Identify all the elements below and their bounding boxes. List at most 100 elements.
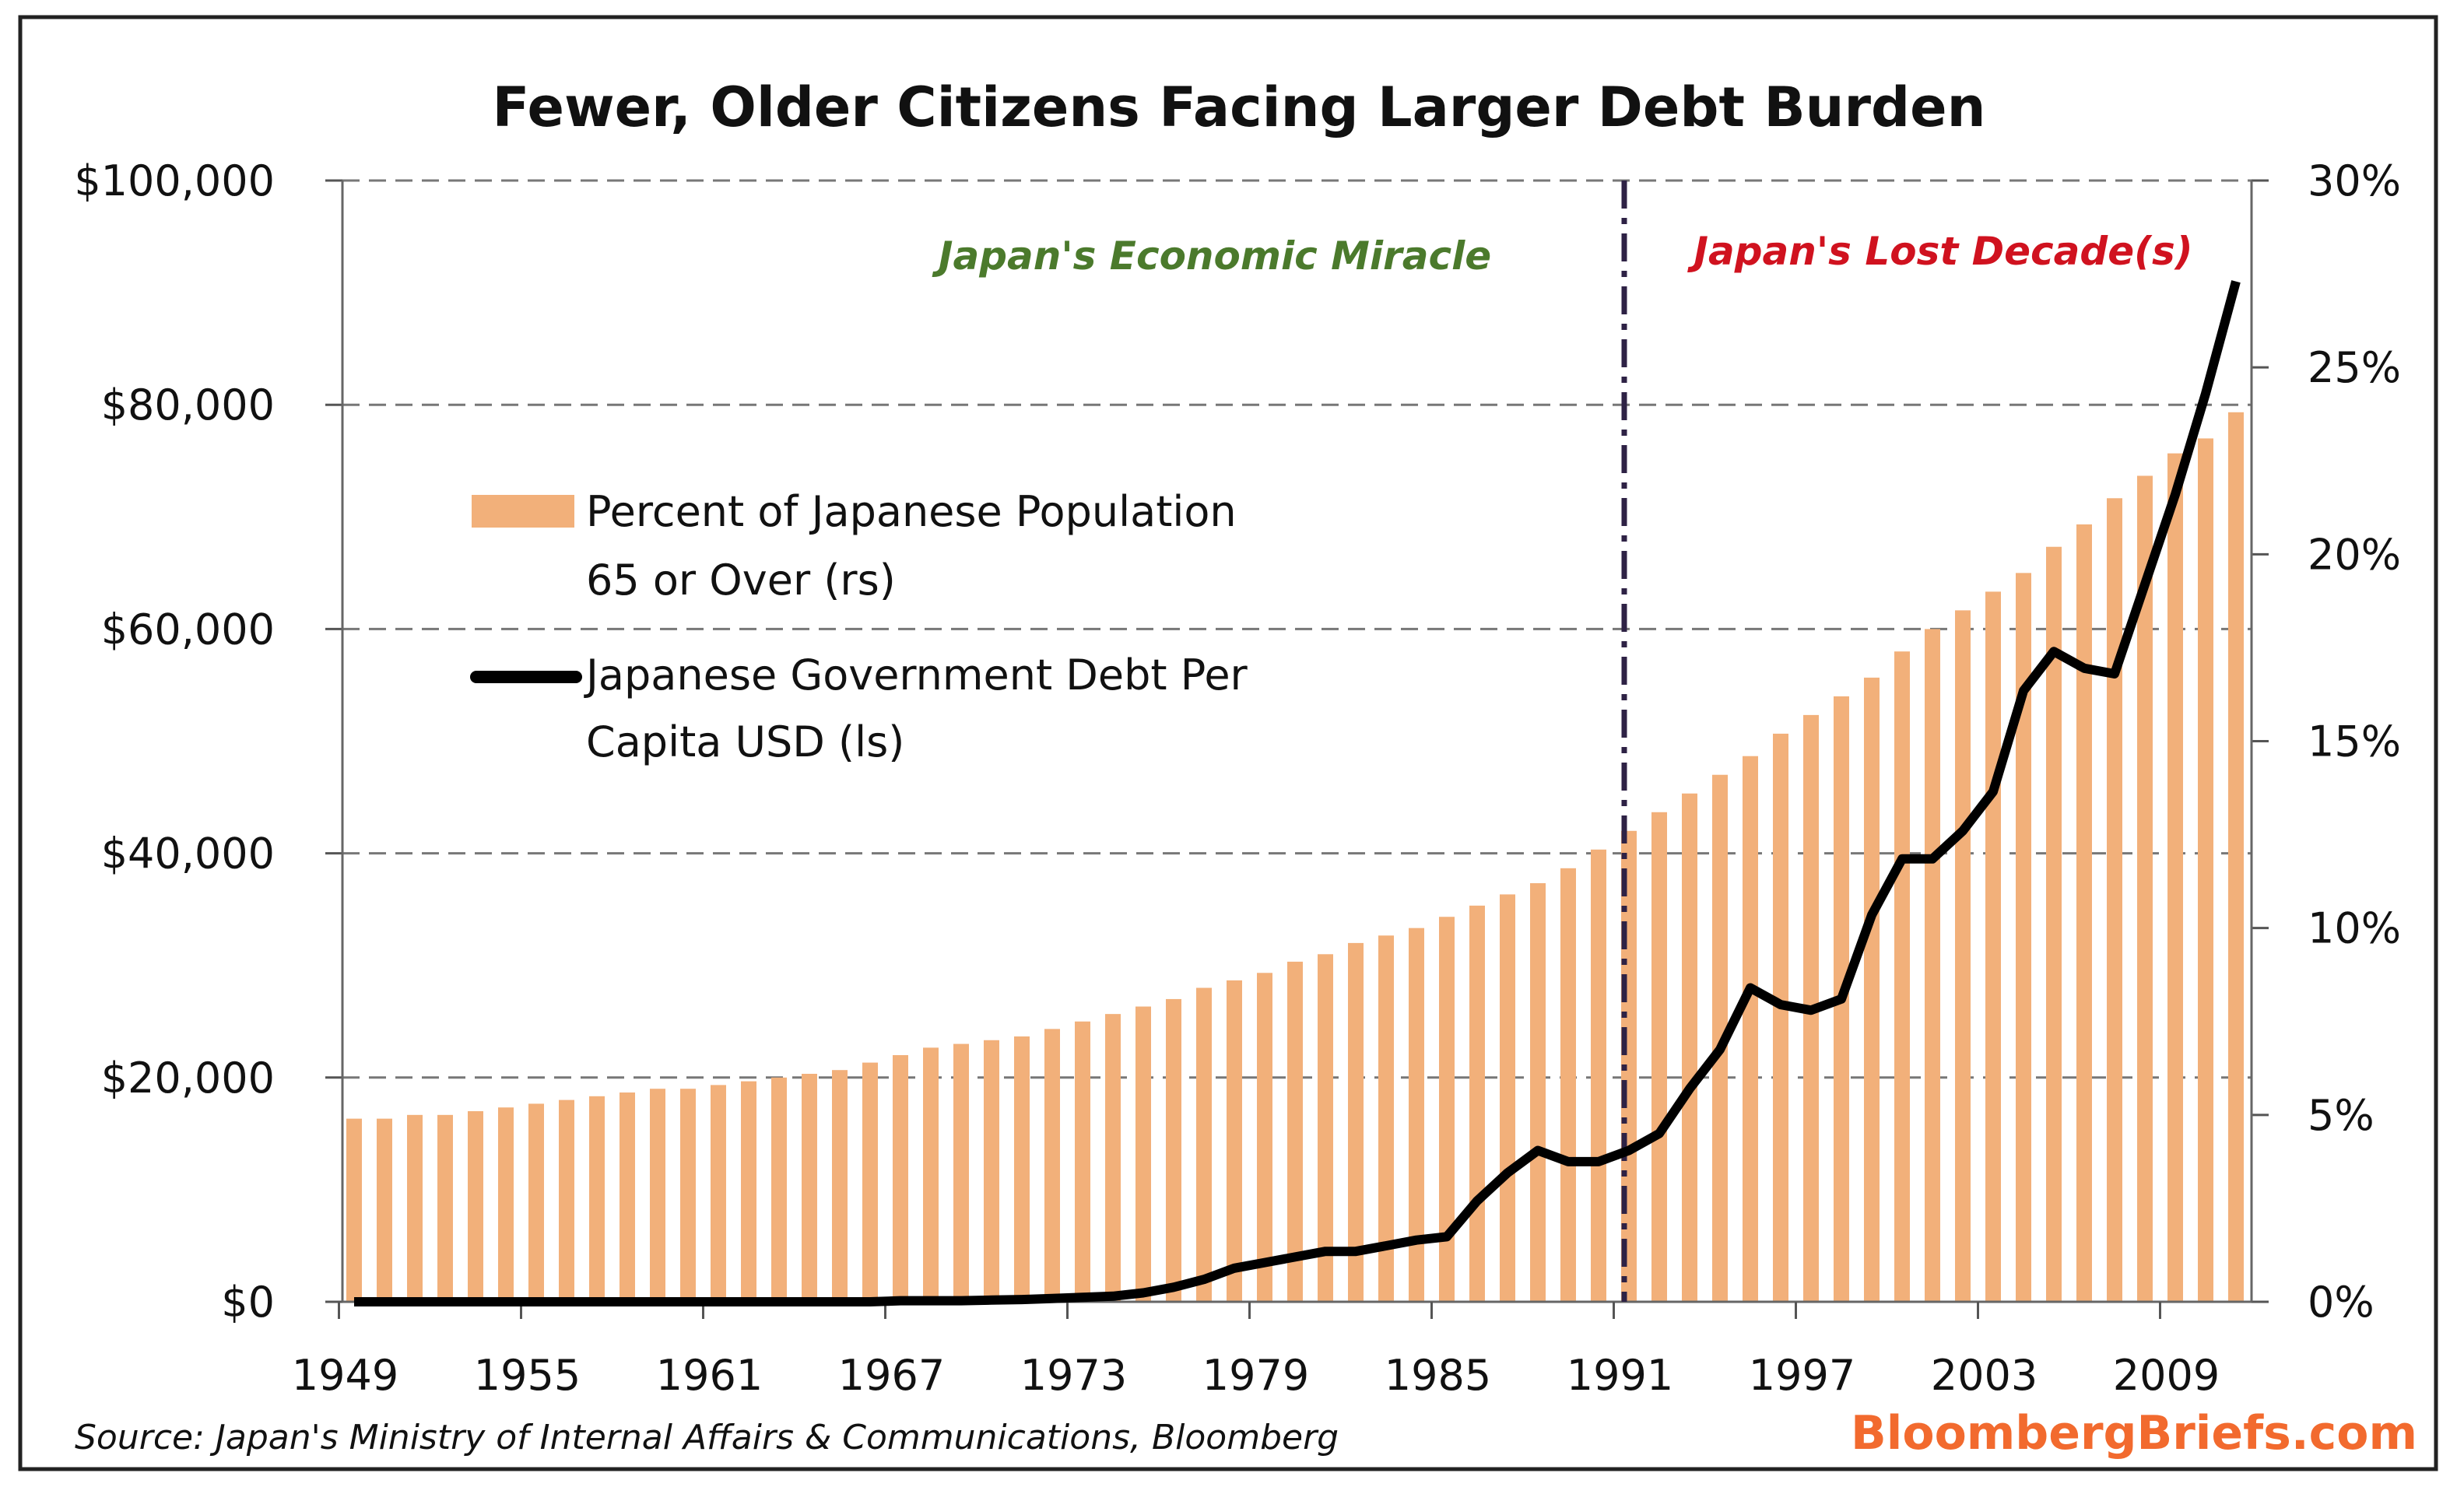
bar-1967 bbox=[893, 1054, 908, 1302]
bar-1990 bbox=[1591, 849, 1606, 1302]
bar-2011 bbox=[2228, 412, 2244, 1302]
bar-1976 bbox=[1166, 998, 1181, 1302]
bar-1971 bbox=[1014, 1036, 1030, 1302]
x-tick-label: 1961 bbox=[656, 1351, 763, 1400]
bar-1983 bbox=[1378, 935, 1394, 1302]
bar-1981 bbox=[1318, 954, 1333, 1302]
right-tick-label: 25% bbox=[2308, 343, 2401, 392]
bar-1958 bbox=[620, 1092, 635, 1302]
bar-1954 bbox=[498, 1107, 514, 1302]
bar-1977 bbox=[1196, 987, 1212, 1302]
left-tick-label: $40,000 bbox=[101, 829, 275, 879]
right-tick-label: 10% bbox=[2308, 904, 2401, 953]
bar-1969 bbox=[953, 1043, 969, 1302]
bar-1950 bbox=[377, 1118, 392, 1302]
bar-1959 bbox=[650, 1089, 665, 1302]
bar-1966 bbox=[862, 1062, 878, 1302]
x-tick-label: 1955 bbox=[474, 1351, 581, 1400]
bar-1961 bbox=[711, 1085, 726, 1302]
bar-1962 bbox=[741, 1081, 756, 1302]
bar-1960 bbox=[680, 1089, 696, 1302]
legend-line-label-2: Capita USD (ls) bbox=[586, 717, 904, 766]
brand-logo-text: BloombergBriefs.com bbox=[1851, 1406, 2417, 1461]
bar-2002 bbox=[1955, 610, 1971, 1302]
bar-1964 bbox=[802, 1073, 817, 1302]
bar-1975 bbox=[1135, 1006, 1151, 1302]
bar-1994 bbox=[1712, 774, 1728, 1302]
bar-1965 bbox=[832, 1070, 848, 1302]
bar-1989 bbox=[1560, 868, 1576, 1302]
bar-2008 bbox=[2137, 475, 2153, 1302]
bar-1949 bbox=[346, 1118, 362, 1302]
bar-1951 bbox=[407, 1114, 423, 1302]
x-tick-label: 1991 bbox=[1567, 1351, 1673, 1400]
bar-1957 bbox=[589, 1096, 605, 1302]
bar-2005 bbox=[2046, 546, 2062, 1302]
bar-2010 bbox=[2198, 438, 2213, 1303]
right-tick-label: 20% bbox=[2308, 530, 2401, 579]
x-tick-label: 1949 bbox=[292, 1351, 398, 1400]
x-tick-label: 1997 bbox=[1749, 1351, 1855, 1400]
bar-1982 bbox=[1348, 942, 1364, 1302]
bar-1995 bbox=[1743, 756, 1758, 1302]
source-note: Source: Japan's Ministry of Internal Aff… bbox=[75, 1418, 1339, 1457]
bar-1955 bbox=[528, 1103, 544, 1302]
annotation-economic-miracle: Japan's Economic Miracle bbox=[932, 233, 1491, 279]
right-tick-label: 30% bbox=[2308, 156, 2401, 205]
bar-2003 bbox=[1985, 591, 2001, 1302]
bar-1953 bbox=[468, 1111, 483, 1302]
bar-1968 bbox=[923, 1047, 939, 1302]
bar-2001 bbox=[1925, 629, 1940, 1302]
bar-1970 bbox=[984, 1040, 999, 1302]
bar-2000 bbox=[1894, 651, 1910, 1302]
legend: Percent of Japanese Population 65 or Ove… bbox=[470, 487, 1248, 766]
left-tick-label: $80,000 bbox=[101, 381, 275, 430]
legend-bar-swatch bbox=[472, 495, 574, 528]
bar-1986 bbox=[1469, 905, 1485, 1302]
x-tick-label: 2009 bbox=[2113, 1351, 2220, 1400]
bar-2006 bbox=[2076, 524, 2092, 1302]
right-tick-label: 0% bbox=[2308, 1278, 2374, 1327]
bar-1979 bbox=[1257, 973, 1272, 1302]
legend-bar-label-1: Percent of Japanese Population bbox=[586, 487, 1237, 536]
bar-2009 bbox=[2167, 453, 2183, 1302]
bar-1972 bbox=[1044, 1029, 1060, 1302]
bar-1993 bbox=[1682, 793, 1697, 1302]
line-debt-per-capita bbox=[354, 280, 2241, 1306]
x-axis-labels: 1949 1955 1961 1967 1973 1979 1985 1991 1997 2003… bbox=[292, 1351, 2220, 1400]
bar-1984 bbox=[1409, 928, 1424, 1302]
chart-title: Fewer, Older Citizens Facing Larger Debt… bbox=[493, 75, 1986, 139]
bar-1980 bbox=[1287, 961, 1303, 1302]
x-tick-label: 1973 bbox=[1020, 1351, 1127, 1400]
left-axis-labels: $0 $20,000 $40,000 $60,000 $80,000 $100,000 bbox=[74, 156, 275, 1327]
bar-1996 bbox=[1773, 733, 1788, 1302]
bar-1974 bbox=[1105, 1014, 1121, 1302]
bar-1952 bbox=[437, 1114, 453, 1302]
bar-1987 bbox=[1500, 894, 1515, 1302]
bar-1985 bbox=[1439, 917, 1455, 1302]
x-tick-label: 1967 bbox=[838, 1351, 945, 1400]
legend-line-label-1: Japanese Government Debt Per bbox=[584, 651, 1248, 700]
right-tick-label: 5% bbox=[2308, 1091, 2374, 1140]
bar-2007 bbox=[2107, 498, 2122, 1302]
bar-1992 bbox=[1651, 812, 1667, 1302]
bar-2004 bbox=[2016, 573, 2031, 1302]
x-tick-label: 1979 bbox=[1202, 1351, 1309, 1400]
legend-bar-label-2: 65 or Over (rs) bbox=[586, 556, 896, 605]
left-tick-label: $100,000 bbox=[74, 156, 275, 205]
bar-1999 bbox=[1864, 677, 1880, 1302]
bars-population-65 bbox=[346, 412, 2244, 1303]
left-tick-label: $60,000 bbox=[101, 605, 275, 654]
annotation-lost-decades: Japan's Lost Decade(s) bbox=[1687, 229, 2192, 274]
bar-1988 bbox=[1530, 883, 1546, 1302]
bar-1978 bbox=[1227, 980, 1242, 1302]
x-tick-label: 2003 bbox=[1931, 1351, 2038, 1400]
bar-1973 bbox=[1075, 1021, 1090, 1302]
left-tick-label: $20,000 bbox=[101, 1054, 275, 1103]
left-tick-label: $0 bbox=[221, 1278, 275, 1327]
x-tick-label: 1985 bbox=[1385, 1351, 1491, 1400]
bar-1956 bbox=[559, 1099, 574, 1302]
right-axis-labels: 0% 5% 10% 15% 20% 25% 30% bbox=[2308, 156, 2401, 1327]
bar-1963 bbox=[771, 1077, 787, 1302]
